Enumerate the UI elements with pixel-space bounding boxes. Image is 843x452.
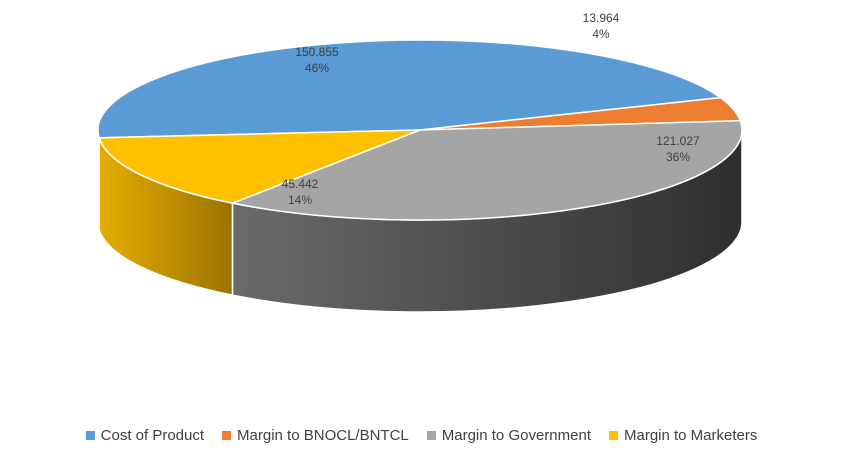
data-label-percent-margin-to-government: 36% — [666, 150, 690, 164]
pie-slice-margin-to-marketers — [98, 129, 421, 204]
legend-label: Margin to Marketers — [623, 426, 758, 444]
legend-swatch — [608, 430, 618, 440]
data-label-value-margin-to-government: 121.027 — [656, 134, 700, 148]
data-label-percent-margin-to-marketers: 14% — [288, 193, 312, 207]
pie-slice-margin-to-government — [229, 119, 743, 221]
legend-swatch — [222, 430, 232, 440]
legend-item-margin-to-marketers: Margin to Marketers — [608, 426, 758, 444]
pie-slice-cost-of-product — [97, 39, 723, 139]
data-label-value-margin-to-marketers: 45.442 — [282, 177, 319, 191]
legend-item-margin-to-government: Margin to Government — [426, 426, 591, 444]
legend-label: Margin to Government — [441, 426, 591, 444]
data-label-value-cost-of-product: 150.855 — [295, 45, 339, 59]
pie-chart: 150.855 46% 13.964 4% 121.027 36% 45.442 14% — [97, 11, 743, 313]
legend: Cost of Product Margin to BNOCL/BNTCL Marg… — [0, 424, 843, 446]
legend-label: Cost of Product — [100, 426, 205, 444]
legend-swatch — [85, 430, 95, 440]
data-label-percent-margin-to-bnocl-bntcl: 4% — [592, 27, 610, 41]
data-label-percent-cost-of-product: 46% — [305, 61, 329, 75]
legend-label: Margin to BNOCL/BNTCL — [237, 426, 409, 444]
legend-swatch — [426, 430, 436, 440]
legend-item-margin-to-bnocl-bntcl: Margin to BNOCL/BNTCL — [222, 427, 409, 444]
data-label-value-margin-to-bnocl-bntcl: 13.964 — [583, 11, 620, 25]
legend-item-cost-of-product: Cost of Product — [85, 426, 205, 444]
